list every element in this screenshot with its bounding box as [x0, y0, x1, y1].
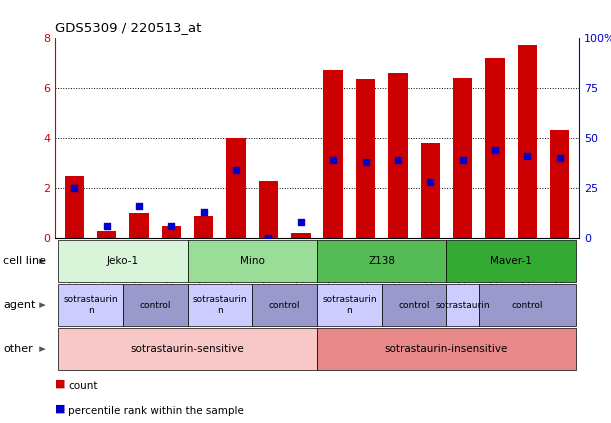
Text: control: control — [269, 301, 301, 310]
Text: Jeko-1: Jeko-1 — [107, 256, 139, 266]
Text: sotrastaurin-insensitive: sotrastaurin-insensitive — [385, 344, 508, 354]
Point — [555, 155, 565, 162]
Point — [134, 203, 144, 209]
Text: sotrastaurin
n: sotrastaurin n — [192, 295, 247, 315]
Point — [167, 222, 177, 229]
Point — [393, 157, 403, 163]
Bar — [485, 58, 505, 238]
Point — [102, 222, 112, 229]
Text: agent: agent — [3, 300, 35, 310]
Bar — [97, 231, 117, 238]
Text: other: other — [3, 344, 33, 354]
Bar — [194, 215, 213, 238]
Point — [360, 159, 370, 165]
Bar — [130, 213, 149, 238]
Bar — [420, 143, 440, 238]
Text: control: control — [398, 301, 430, 310]
Point — [490, 147, 500, 154]
Text: Z138: Z138 — [368, 256, 395, 266]
Bar — [227, 138, 246, 238]
Bar — [259, 181, 278, 238]
Point — [458, 157, 467, 163]
Text: count: count — [68, 381, 98, 391]
Point — [296, 219, 306, 225]
Bar — [356, 79, 375, 238]
Bar — [388, 73, 408, 238]
Point — [328, 157, 338, 163]
Point — [70, 184, 79, 191]
Bar — [518, 46, 537, 238]
Text: Mino: Mino — [240, 256, 265, 266]
Text: sotrastaurin
n: sotrastaurin n — [64, 295, 118, 315]
Bar — [453, 78, 472, 238]
Text: cell line: cell line — [3, 256, 46, 266]
Bar — [162, 225, 181, 238]
Bar — [323, 71, 343, 238]
Bar — [550, 131, 569, 238]
Text: Maver-1: Maver-1 — [490, 256, 532, 266]
Bar — [291, 233, 310, 238]
Bar — [65, 176, 84, 238]
Text: sotrastaurin-sensitive: sotrastaurin-sensitive — [131, 344, 244, 354]
Text: ■: ■ — [55, 404, 65, 414]
Point — [425, 179, 435, 185]
Point — [522, 153, 532, 159]
Text: sotrastaurin: sotrastaurin — [435, 301, 490, 310]
Point — [263, 235, 273, 242]
Text: control: control — [511, 301, 543, 310]
Text: percentile rank within the sample: percentile rank within the sample — [68, 406, 244, 416]
Text: sotrastaurin
n: sotrastaurin n — [322, 295, 376, 315]
Point — [199, 209, 209, 215]
Point — [231, 167, 241, 173]
Text: GDS5309 / 220513_at: GDS5309 / 220513_at — [55, 21, 202, 34]
Text: ■: ■ — [55, 379, 65, 389]
Text: control: control — [139, 301, 171, 310]
